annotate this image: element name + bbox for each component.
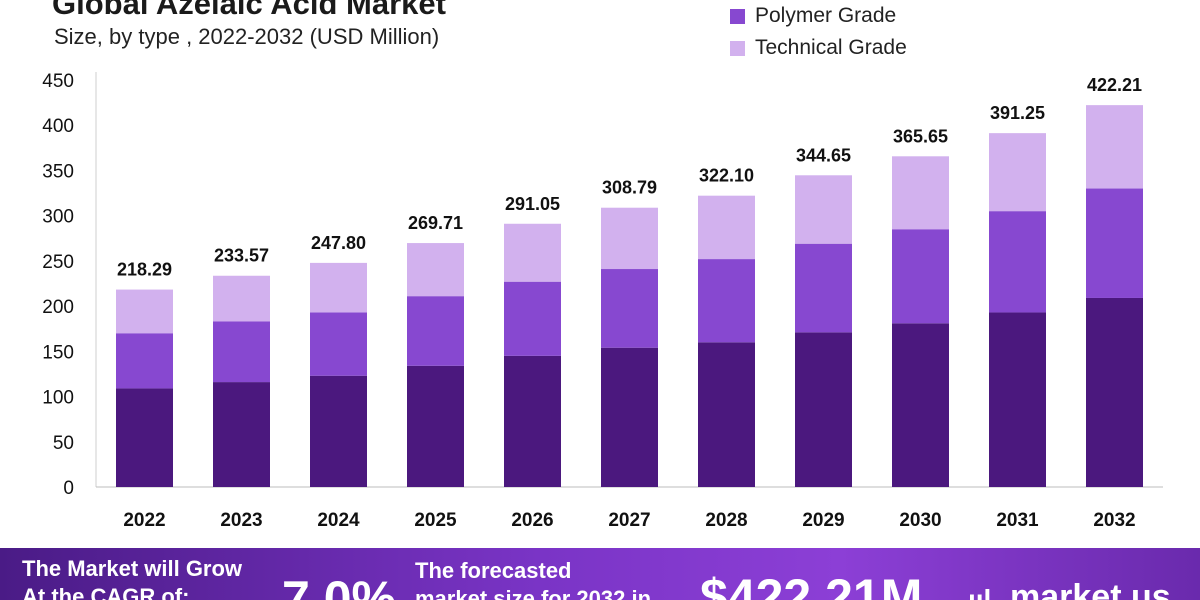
bar-segment-1 (1086, 297, 1143, 487)
bar-segment-3 (601, 207, 658, 270)
bar-segment-2 (989, 211, 1046, 313)
bar-segment-2 (698, 259, 755, 343)
bar-segment-2 (310, 312, 367, 376)
bar-segment-3 (795, 175, 852, 244)
bar-segment-1 (213, 382, 270, 487)
bar-segment-3 (504, 223, 561, 282)
bar-segment-2 (601, 269, 658, 348)
x-tick-label: 2024 (317, 510, 360, 531)
banner-forecast-caption-line1: The forecasted (415, 558, 572, 583)
banner-forecast-caption-line2: market size for 2032 in (415, 586, 652, 600)
banner-cagr-value: 7.0% (282, 571, 396, 600)
x-tick-label: 2023 (220, 510, 262, 531)
bar-total-label: 308.79 (602, 178, 657, 198)
bar-segment-2 (407, 296, 464, 366)
bar-segment-2 (116, 333, 173, 389)
bar-segment-3 (1086, 105, 1143, 189)
bar-segment-2 (795, 243, 852, 333)
chart-subtitle: Size, by type , 2022-2032 (USD Million) (54, 24, 440, 49)
bar-total-label: 365.65 (893, 126, 948, 146)
bar-segment-2 (504, 281, 561, 356)
bar-total-label: 218.29 (117, 260, 172, 280)
y-tick-label: 0 (63, 478, 74, 499)
bar-segment-1 (407, 365, 464, 487)
y-tick-label: 150 (42, 342, 74, 363)
x-tick-label: 2030 (899, 510, 941, 531)
bar-segment-3 (116, 289, 173, 334)
legend-swatch-polymer-grade (730, 8, 745, 24)
bar-segment-1 (116, 388, 173, 487)
bar-total-label: 422.21 (1087, 75, 1142, 95)
banner-cagr-caption-line2: At the CAGR of: (22, 584, 190, 600)
forecast-banner: The Market will Grow At the CAGR of: 7.0… (0, 548, 1200, 600)
banner-forecast-value: $422.21M (700, 569, 923, 600)
y-tick-label: 100 (42, 388, 74, 409)
bar-total-label: 269.71 (408, 213, 463, 233)
bar-segment-3 (213, 275, 270, 322)
bar-segment-3 (892, 156, 949, 230)
bar-segment-1 (892, 323, 949, 487)
bar-total-label: 322.10 (699, 166, 754, 186)
bar-segment-3 (407, 243, 464, 297)
y-tick-label: 400 (42, 116, 74, 137)
x-tick-label: 2026 (511, 510, 553, 531)
bar-segment-1 (795, 332, 852, 487)
legend-item-polymer-grade: Polymer Grade (730, 4, 896, 28)
chart-title: Global Azelaic Acid Market (52, 0, 446, 21)
bar-segment-1 (601, 347, 658, 487)
x-tick-label: 2025 (414, 510, 457, 531)
bar-segment-2 (213, 321, 270, 383)
x-tick-label: 2029 (802, 510, 844, 531)
x-tick-label: 2022 (123, 510, 165, 531)
bar-segment-3 (989, 133, 1046, 212)
bar-segment-3 (698, 195, 755, 260)
legend-item-technical-grade: Technical Grade (730, 36, 907, 60)
x-tick-label: 2027 (608, 510, 650, 531)
bar-total-label: 344.65 (796, 145, 851, 165)
x-tick-label: 2028 (705, 510, 747, 531)
y-tick-label: 300 (42, 207, 74, 228)
bar-segment-1 (504, 355, 561, 487)
legend-label-polymer-grade: Polymer Grade (755, 4, 897, 27)
bar-segment-3 (310, 262, 367, 313)
x-tick-label: 2032 (1093, 510, 1135, 531)
banner-cagr-caption-line1: The Market will Grow (22, 556, 243, 581)
bar-total-label: 247.80 (311, 233, 366, 253)
x-tick-label: 2031 (996, 510, 1039, 531)
bar-segment-1 (310, 375, 367, 487)
y-tick-label: 450 (42, 71, 74, 92)
bar-total-label: 391.25 (990, 103, 1045, 123)
legend-label-technical-grade: Technical Grade (755, 36, 907, 59)
bar-segment-2 (892, 229, 949, 324)
y-tick-label: 350 (42, 161, 74, 182)
market-us-logo-icon: ııl (968, 584, 992, 600)
bar-total-label: 233.57 (214, 246, 269, 266)
stacked-bar-chart: 0 50 100 150 200 250 300 350 400 450 218.29 2022 233… (42, 71, 1163, 531)
bar-segment-1 (698, 342, 755, 487)
market-us-logo-text: market.us (1010, 578, 1171, 600)
legend-swatch-technical-grade (730, 40, 745, 56)
y-tick-label: 250 (42, 252, 74, 273)
bar-segment-1 (989, 312, 1046, 487)
y-tick-label: 50 (53, 433, 74, 454)
bar-total-label: 291.05 (505, 194, 560, 214)
bar-segment-2 (1086, 188, 1143, 298)
y-tick-label: 200 (42, 297, 74, 318)
